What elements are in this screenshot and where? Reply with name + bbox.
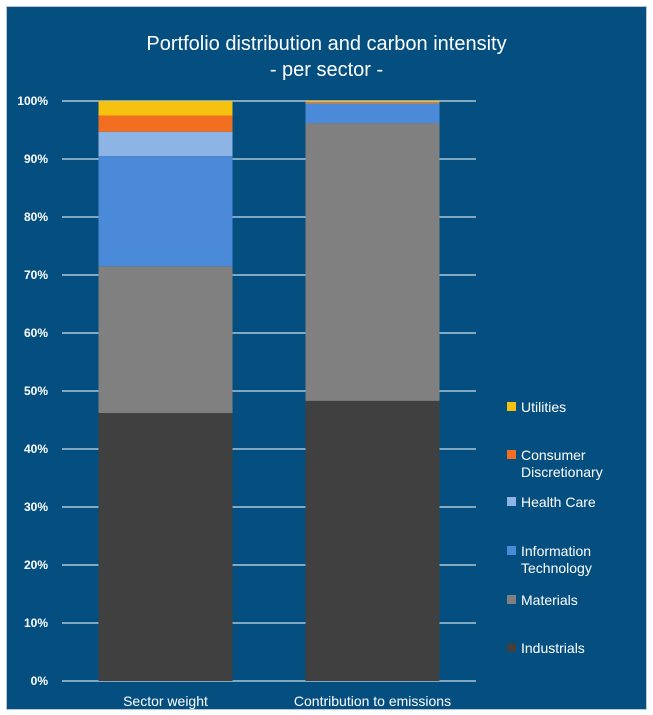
chart-subtitle: - per sector - [269, 59, 384, 81]
legend-swatch [507, 497, 516, 506]
legend-label: Consumer Discretionary [521, 447, 603, 480]
y-tick-label: 100% [17, 94, 48, 108]
legend: Utilities Consumer Discretionary Health Car… [507, 399, 603, 656]
y-axis: 0% 10% 20% 30% 40% 50% 60% 70% 80% 90% 100% [17, 94, 48, 688]
bars [98, 101, 440, 681]
y-tick-label: 40% [24, 442, 48, 456]
y-tick-label: 80% [24, 210, 48, 224]
x-tick-label: Sector weight [123, 693, 208, 709]
y-tick-label: 70% [24, 268, 48, 282]
y-tick-label: 0% [31, 674, 49, 688]
legend-swatch [507, 595, 516, 604]
legend-swatch [507, 450, 516, 459]
chart-title: Portfolio distribution and carbon intens… [146, 33, 507, 55]
bar-segment [98, 413, 233, 681]
bar-segment [98, 266, 233, 414]
bar-segment [98, 115, 233, 132]
bar-segment [305, 102, 440, 104]
y-tick-label: 60% [24, 326, 48, 340]
legend-label: Information Technology [521, 543, 592, 576]
legend-label: Health Care [521, 494, 596, 510]
legend-swatch [507, 546, 516, 555]
bar-segment [98, 101, 233, 116]
y-tick-label: 50% [24, 384, 48, 398]
bar-segment [98, 156, 233, 267]
y-tick-label: 90% [24, 152, 48, 166]
bar-segment [305, 123, 440, 401]
x-tick-label: Contribution to emissions [294, 693, 451, 709]
legend-label: Industrials [521, 640, 585, 656]
bar-segment [98, 131, 233, 157]
y-tick-label: 20% [24, 558, 48, 572]
legend-label: Utilities [521, 399, 566, 415]
bar-segment [305, 103, 440, 124]
y-tick-label: 30% [24, 500, 48, 514]
legend-label: Materials [521, 592, 578, 608]
legend-swatch [507, 643, 516, 652]
x-axis: Sector weight Contribution to emissions [123, 693, 451, 709]
y-tick-label: 10% [24, 616, 48, 630]
bar-segment [305, 400, 440, 681]
legend-swatch [507, 402, 516, 411]
bar-segment [305, 101, 440, 103]
bar-segment [305, 103, 440, 104]
